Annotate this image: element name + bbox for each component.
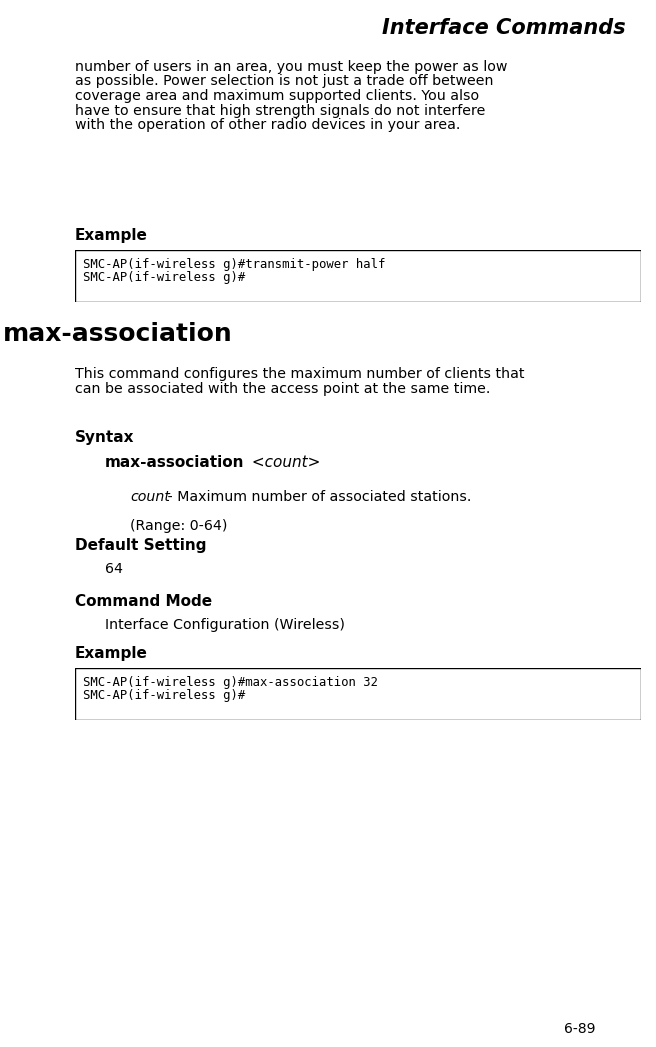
Text: SMC-AP(if-wireless g)#transmit-power half: SMC-AP(if-wireless g)#transmit-power hal… (83, 258, 385, 271)
Text: count: count (130, 490, 170, 504)
Text: 64: 64 (105, 562, 123, 576)
Text: SMC-AP(if-wireless g)#: SMC-AP(if-wireless g)# (83, 690, 245, 703)
Text: This command configures the maximum number of clients that: This command configures the maximum numb… (75, 367, 525, 381)
Text: Interface Commands: Interface Commands (382, 18, 626, 38)
Text: number of users in an area, you must keep the power as low: number of users in an area, you must kee… (75, 60, 507, 74)
Text: Default Setting: Default Setting (75, 538, 207, 553)
Text: Example: Example (75, 228, 148, 243)
Text: SMC-AP(if-wireless g)#: SMC-AP(if-wireless g)# (83, 271, 245, 285)
Text: Interface Configuration (Wireless): Interface Configuration (Wireless) (105, 618, 345, 632)
Text: have to ensure that high strength signals do not interfere: have to ensure that high strength signal… (75, 104, 485, 117)
Text: with the operation of other radio devices in your area.: with the operation of other radio device… (75, 118, 461, 132)
Text: coverage area and maximum supported clients. You also: coverage area and maximum supported clie… (75, 89, 479, 103)
Text: max-association: max-association (3, 322, 233, 346)
Text: <count>: <count> (247, 455, 320, 470)
Text: 6-89: 6-89 (564, 1022, 596, 1035)
Text: Command Mode: Command Mode (75, 594, 212, 609)
Text: (Range: 0-64): (Range: 0-64) (130, 519, 228, 533)
Text: can be associated with the access point at the same time.: can be associated with the access point … (75, 381, 491, 396)
Text: SMC-AP(if-wireless g)#max-association 32: SMC-AP(if-wireless g)#max-association 32 (83, 676, 378, 689)
Text: Example: Example (75, 646, 148, 661)
Text: max-association: max-association (105, 455, 245, 470)
Text: Syntax: Syntax (75, 430, 134, 445)
Text: - Maximum number of associated stations.: - Maximum number of associated stations. (163, 490, 472, 504)
Text: as possible. Power selection is not just a trade off between: as possible. Power selection is not just… (75, 74, 493, 89)
